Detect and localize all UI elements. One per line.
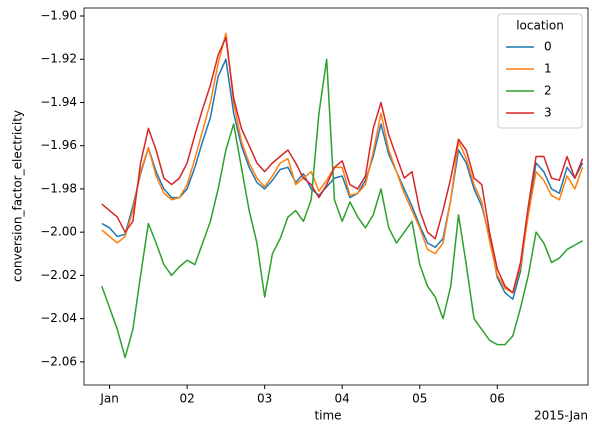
y-tick-label: −2.02 [40, 268, 77, 282]
y-tick-label: −2.04 [40, 311, 77, 325]
y-tick-label: −1.98 [40, 181, 77, 195]
x-axis-label: time [314, 409, 341, 423]
plot-frame [83, 7, 589, 386]
legend-label: 3 [544, 106, 552, 120]
legend-label: 1 [544, 62, 552, 76]
y-tick-label: −1.96 [40, 138, 77, 152]
y-tick-label: −1.92 [40, 52, 77, 66]
y-tick-label: −1.90 [40, 8, 77, 22]
line-series [101, 58, 583, 359]
line-series [101, 36, 584, 294]
x-tick-label: 04 [335, 392, 350, 406]
legend-box [497, 13, 583, 129]
y-tick-label: −2.06 [40, 354, 77, 368]
legend-label: 2 [544, 84, 552, 98]
x-tick-label: Jan [99, 392, 119, 406]
legend-title: location [516, 19, 564, 33]
x-tick-label: 02 [179, 392, 194, 406]
x-tick-label: 03 [257, 392, 272, 406]
y-tick-label: −2.00 [40, 225, 77, 239]
x-tick-label: 05 [412, 392, 427, 406]
y-axis-label: conversion_factor_electricity [11, 110, 25, 282]
y-tick-label: −1.94 [40, 95, 77, 109]
x-offset-label: 2015-Jan [534, 409, 588, 423]
line-series [101, 32, 584, 294]
legend-label: 0 [544, 40, 552, 54]
x-tick-label: 06 [490, 392, 505, 406]
